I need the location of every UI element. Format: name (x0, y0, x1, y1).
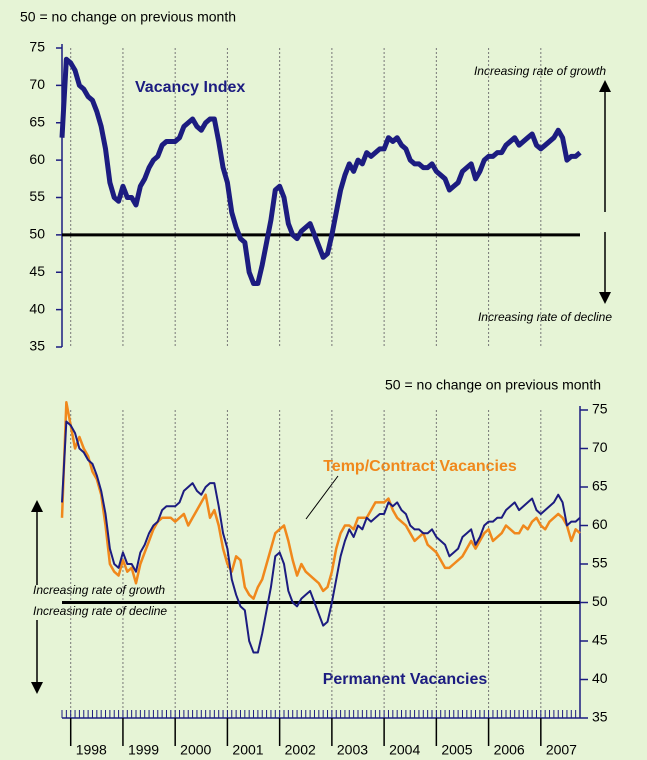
y-tick-label: 70 (29, 76, 45, 92)
y-tick-label: 65 (592, 478, 608, 494)
y-tick-label: 55 (29, 188, 45, 204)
annotation: Increasing rate of decline (478, 310, 612, 324)
y-tick-label: 45 (29, 263, 45, 279)
x-tick-label: 1998 (76, 742, 107, 758)
y-tick-label: 40 (29, 300, 45, 316)
x-tick-label: 2004 (389, 742, 420, 758)
line-series (59, 56, 582, 286)
annotation: Increasing rate of decline (33, 604, 167, 618)
y-tick-label: 55 (592, 555, 608, 571)
y-tick-label: 35 (29, 338, 45, 354)
y-tick-label: 60 (592, 516, 608, 532)
note: 50 = no change on previous month (385, 377, 601, 393)
y-tick-label: 40 (592, 670, 608, 686)
x-tick-label: 2001 (232, 742, 263, 758)
x-tick-label: 1999 (128, 742, 159, 758)
annotation: Increasing rate of growth (474, 64, 606, 78)
y-tick-label: 35 (592, 709, 608, 725)
x-tick-label: 2003 (337, 742, 368, 758)
y-tick-label: 75 (592, 401, 608, 417)
x-tick-label: 2005 (441, 742, 472, 758)
x-tick-label: 2006 (494, 742, 525, 758)
x-tick-label: 2007 (546, 742, 577, 758)
leader-line (305, 475, 339, 520)
series-label: Permanent Vacancies (323, 671, 488, 688)
y-tick-label: 70 (592, 439, 608, 455)
y-tick-label: 50 (592, 593, 608, 609)
x-tick-label: 2002 (285, 742, 316, 758)
y-tick-label: 75 (29, 39, 45, 55)
line-series (60, 401, 581, 600)
y-tick-label: 50 (29, 226, 45, 242)
y-tick-label: 45 (592, 632, 608, 648)
note: 50 = no change on previous month (20, 9, 236, 25)
series-label: Vacancy Index (135, 79, 245, 96)
y-tick-label: 65 (29, 113, 45, 129)
series-label: Temp/Contract Vacancies (323, 458, 517, 475)
annotation: Increasing rate of growth (33, 583, 165, 597)
y-tick-label: 60 (29, 151, 45, 167)
x-tick-label: 2000 (180, 742, 211, 758)
line-series (61, 420, 581, 654)
